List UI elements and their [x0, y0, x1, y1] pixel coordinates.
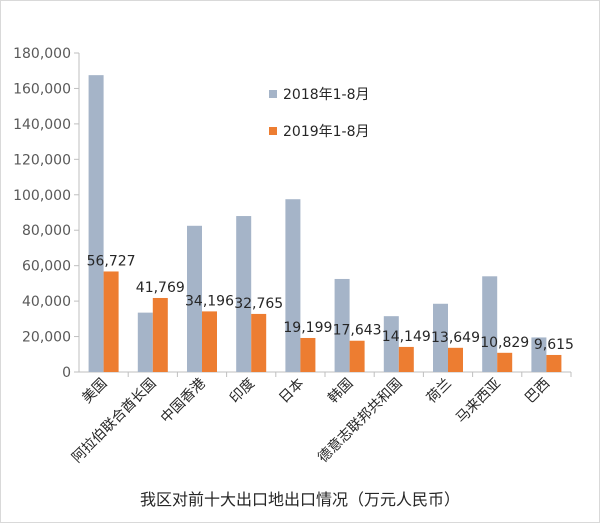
x-category-label: 阿拉伯联合酋长国 [68, 375, 159, 466]
axes: 0 20,000 40,000 60,000 80,000 100,000 120,000 1… [13, 46, 572, 381]
bar-2019-1 [152, 297, 168, 372]
data-label-2019-2: 34,196 [185, 293, 234, 309]
bar-2019-8 [497, 352, 513, 372]
x-category-label: 荷兰 [424, 376, 455, 407]
data-label-2019-0: 56,727 [87, 253, 136, 269]
x-category-label: 巴西 [522, 376, 553, 407]
chart-caption: 我区对前十大出口地出口情况（万元人民币） [140, 490, 460, 509]
data-label-2019-1: 41,769 [136, 280, 185, 296]
data-label-2019-3: 32,765 [234, 296, 283, 312]
bar-2018-7 [433, 303, 448, 372]
x-category-label: 马来西亚 [453, 376, 504, 427]
y-tick-label: 40,000 [22, 294, 71, 310]
y-tick-label: 180,000 [13, 46, 71, 62]
data-label-2019-5: 17,643 [333, 323, 382, 339]
bar-2018-3 [236, 216, 252, 372]
legend-label-2019: 2019年1-8月 [283, 124, 370, 140]
x-category-label: 印度 [227, 376, 258, 407]
data-label-2019-8: 10,829 [480, 335, 529, 351]
y-tick-label: 0 [62, 365, 71, 381]
bar-2018-8 [482, 276, 498, 372]
y-tick-label: 140,000 [13, 117, 71, 133]
bar-2019-7 [448, 347, 463, 372]
bar-2018-0 [88, 75, 104, 373]
bar-2019-9 [546, 354, 562, 372]
data-label-2019-4: 19,199 [283, 320, 332, 336]
bar-2019-5 [349, 340, 365, 372]
bar-2019-3 [251, 313, 267, 372]
bar-2019-6 [398, 346, 414, 372]
bar-2019-4 [300, 337, 316, 372]
bar-2018-6 [383, 316, 399, 372]
bar-2018-4 [285, 199, 301, 372]
x-category-label: 德意志联邦共和国 [314, 375, 405, 466]
y-tick-label: 20,000 [22, 330, 71, 346]
bar-2019-0 [103, 271, 119, 372]
bar-2018-5 [334, 278, 350, 372]
y-tick-label: 60,000 [22, 259, 71, 275]
bars [88, 75, 562, 373]
x-category-label: 日本 [276, 376, 307, 407]
legend-label-2018: 2018年1-8月 [283, 87, 370, 103]
bar-2018-9 [531, 337, 547, 372]
x-category-label: 中国香港 [158, 376, 209, 427]
x-category-label: 美国 [79, 376, 110, 407]
data-label-2019-6: 14,149 [382, 329, 431, 345]
legend-swatch-2019 [269, 127, 277, 135]
y-tick-label: 160,000 [13, 81, 71, 97]
y-tick-label: 100,000 [13, 188, 71, 204]
x-category-label: 韩国 [325, 376, 356, 407]
legend: 2018年1-8月 2019年1-8月 [269, 87, 370, 140]
legend-swatch-2018 [269, 90, 277, 98]
y-tick-label: 80,000 [22, 223, 71, 239]
bar-2018-2 [187, 225, 202, 372]
bar-2019-2 [202, 311, 217, 372]
data-label-2019-7: 13,649 [431, 330, 480, 346]
bar-2018-1 [137, 312, 153, 372]
data-label-2019-9: 9,615 [534, 337, 574, 353]
y-tick-label: 120,000 [13, 152, 71, 168]
